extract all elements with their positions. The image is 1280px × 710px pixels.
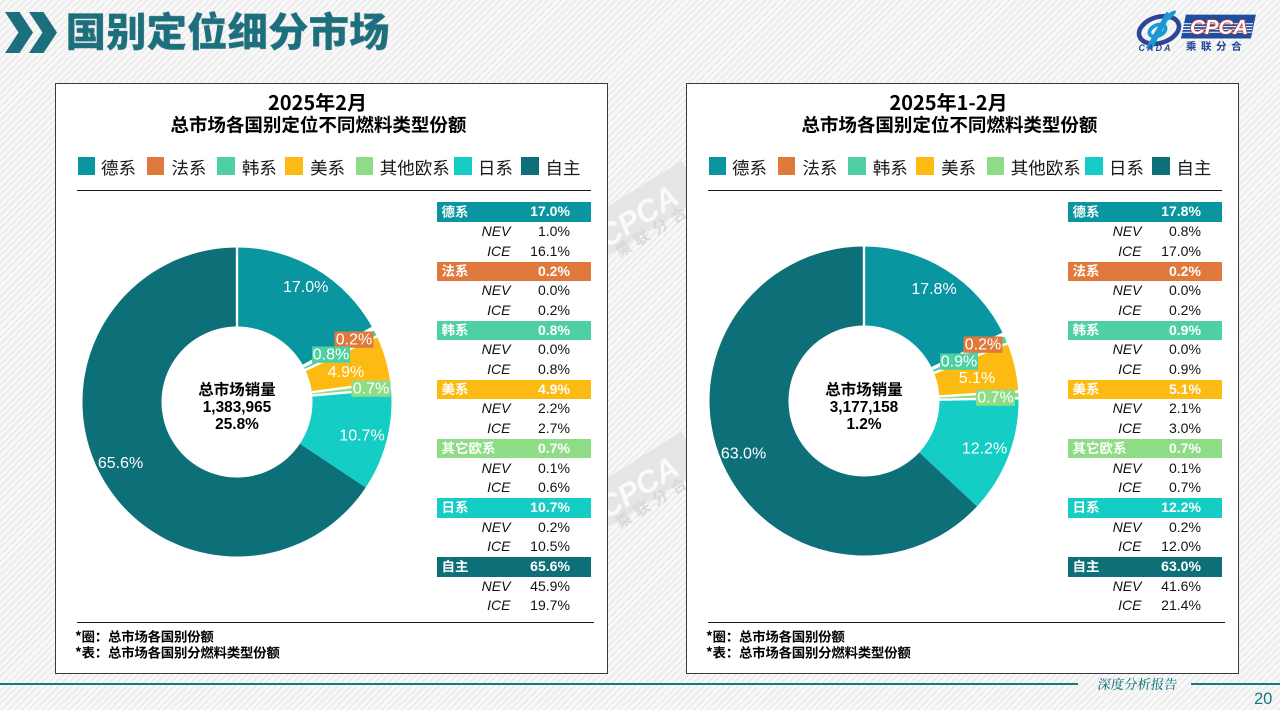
svg-text:4.9%: 4.9% — [328, 364, 364, 381]
svg-text:63.0%: 63.0% — [721, 446, 766, 463]
svg-text:12.2%: 12.2% — [962, 441, 1007, 458]
svg-text:65.6%: 65.6% — [98, 455, 143, 472]
svg-text:1,383,965: 1,383,965 — [203, 399, 272, 416]
svg-text:CADA: CADA — [1139, 43, 1173, 53]
svg-text:5.1%: 5.1% — [959, 370, 995, 387]
svg-text:1.2%: 1.2% — [846, 416, 881, 433]
svg-text:0.9%: 0.9% — [941, 354, 977, 371]
svg-text:0.7%: 0.7% — [353, 381, 389, 398]
svg-text:17.0%: 17.0% — [283, 279, 328, 296]
svg-text:0.7%: 0.7% — [977, 390, 1013, 407]
svg-text:3,177,158: 3,177,158 — [830, 399, 899, 416]
svg-text:CPCA: CPCA — [1190, 16, 1248, 39]
svg-text:10.7%: 10.7% — [339, 428, 384, 445]
svg-text:25.8%: 25.8% — [215, 416, 259, 433]
svg-text:0.2%: 0.2% — [336, 332, 372, 349]
svg-text:0.2%: 0.2% — [965, 337, 1001, 354]
svg-text:0.8%: 0.8% — [313, 347, 349, 364]
svg-text:17.8%: 17.8% — [911, 281, 956, 298]
